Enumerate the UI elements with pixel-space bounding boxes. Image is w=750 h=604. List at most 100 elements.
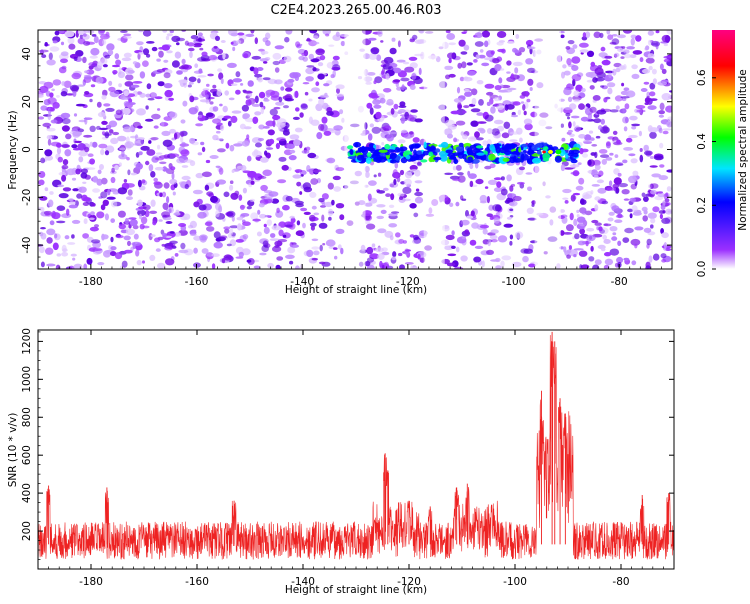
noise-blob	[364, 165, 370, 173]
noise-blob	[476, 121, 487, 124]
noise-blob	[178, 181, 187, 186]
noise-blob	[132, 81, 143, 84]
noise-blob	[78, 150, 88, 157]
noise-blob	[498, 77, 503, 84]
noise-blob	[163, 83, 173, 89]
signal-blob	[554, 155, 563, 163]
noise-blob	[278, 156, 287, 162]
noise-blob	[335, 228, 345, 234]
noise-blob	[312, 67, 317, 72]
noise-blob	[666, 186, 672, 192]
noise-blob	[588, 256, 595, 262]
noise-blob	[68, 204, 78, 209]
noise-blob	[398, 238, 405, 244]
noise-blob	[493, 177, 502, 181]
noise-blob	[72, 188, 79, 192]
noise-blob	[81, 168, 88, 174]
noise-blob	[367, 193, 372, 201]
noise-blob	[136, 41, 144, 46]
noise-blob	[510, 183, 516, 187]
noise-blob	[264, 198, 273, 204]
noise-blob	[140, 216, 148, 225]
noise-blob	[96, 211, 105, 219]
noise-blob	[505, 104, 515, 110]
noise-blob	[482, 228, 488, 235]
noise-blob	[531, 203, 535, 207]
noise-blob	[560, 34, 565, 39]
noise-blob	[379, 260, 383, 268]
noise-blob	[575, 185, 584, 191]
noise-blob	[42, 122, 52, 128]
noise-blob	[202, 88, 210, 91]
noise-blob	[388, 66, 394, 72]
noise-blob	[523, 110, 527, 116]
noise-blob	[142, 30, 152, 37]
signal-blob	[468, 151, 474, 156]
noise-blob	[589, 85, 595, 90]
noise-blob	[187, 84, 192, 88]
noise-blob	[164, 246, 174, 251]
noise-blob	[580, 116, 589, 122]
noise-blob	[180, 242, 186, 250]
noise-blob	[467, 170, 471, 176]
noise-blob	[663, 43, 668, 47]
noise-blob	[621, 189, 630, 195]
noise-blob	[142, 204, 151, 211]
noise-blob	[489, 163, 496, 169]
noise-blob	[588, 130, 594, 134]
noise-blob	[46, 237, 53, 244]
noise-blob	[157, 262, 166, 269]
noise-blob	[184, 40, 189, 46]
noise-blob	[578, 103, 585, 110]
noise-blob	[333, 186, 342, 192]
noise-blob	[475, 178, 484, 185]
noise-blob	[127, 189, 133, 196]
noise-blob	[631, 198, 636, 203]
noise-blob	[474, 32, 483, 39]
noise-blob	[573, 254, 577, 258]
noise-blob	[302, 56, 309, 62]
noise-blob	[518, 47, 526, 53]
noise-blob	[655, 30, 660, 34]
noise-blob	[108, 120, 118, 128]
noise-blob	[199, 47, 204, 51]
noise-blob	[461, 198, 467, 201]
noise-blob	[71, 144, 78, 149]
noise-blob	[614, 154, 619, 159]
noise-blob	[629, 54, 637, 59]
noise-blob	[312, 169, 322, 173]
noise-blob	[118, 162, 122, 167]
noise-blob	[84, 70, 90, 74]
noise-blob	[489, 234, 498, 240]
noise-blob	[155, 152, 163, 155]
noise-blob	[209, 101, 214, 105]
noise-blob	[198, 204, 207, 211]
noise-blob	[614, 163, 624, 167]
noise-blob	[404, 262, 414, 265]
noise-blob	[58, 30, 65, 34]
noise-blob	[603, 239, 611, 244]
noise-blob	[509, 185, 514, 192]
noise-blob	[239, 123, 246, 130]
noise-blob	[110, 137, 119, 145]
noise-blob	[300, 103, 308, 110]
noise-blob	[76, 193, 83, 199]
noise-blob	[205, 112, 214, 117]
noise-blob	[223, 254, 233, 261]
noise-blob	[659, 164, 665, 168]
noise-blob	[321, 214, 325, 222]
signal-blob	[542, 152, 551, 160]
noise-blob	[299, 112, 304, 118]
noise-blob	[323, 130, 332, 136]
noise-blob	[584, 134, 592, 141]
noise-blob	[136, 259, 142, 266]
noise-blob	[68, 198, 74, 202]
noise-blob	[194, 63, 199, 68]
noise-blob	[607, 217, 614, 222]
noise-blob	[578, 250, 588, 257]
noise-blob	[171, 60, 180, 68]
noise-blob	[57, 184, 65, 188]
noise-blob	[640, 88, 648, 92]
noise-blob	[631, 73, 640, 79]
